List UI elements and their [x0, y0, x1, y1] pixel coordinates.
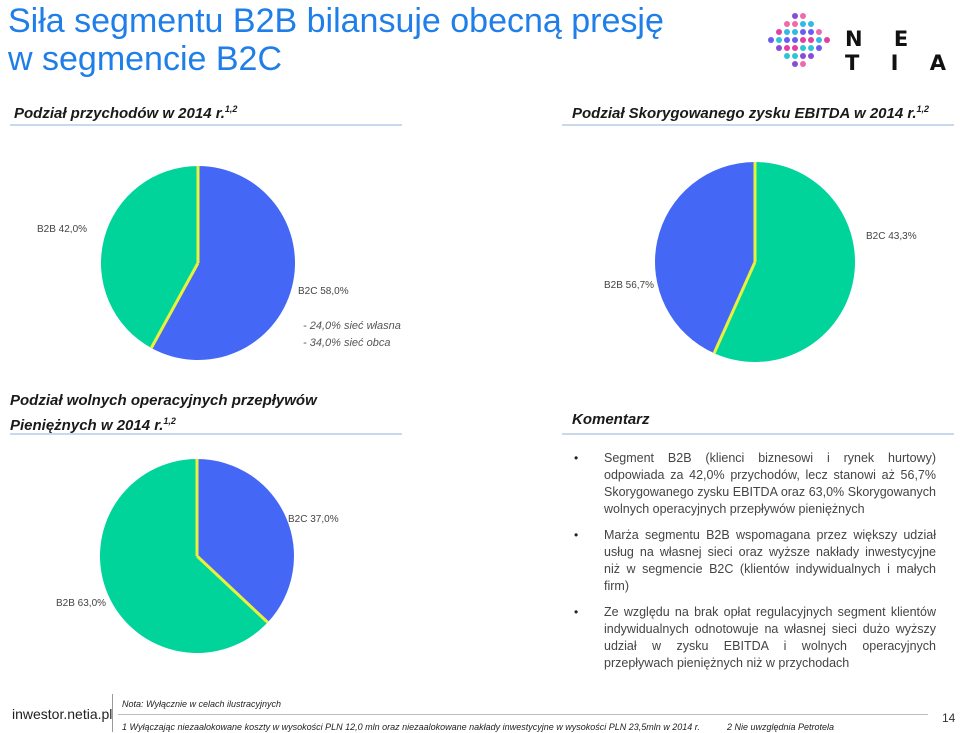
cashflow-title-line2: Pieniężnych w 2014 r.	[10, 417, 164, 434]
cashflow-title-rule	[10, 433, 402, 435]
comment-item: • Marża segmentu B2B wspomagana przez wię…	[574, 527, 936, 595]
logo-dot	[792, 53, 798, 59]
ebitda-pie-chart	[655, 162, 855, 362]
pie-slice-b2b	[100, 166, 198, 349]
logo-dot	[784, 29, 790, 35]
revenue-b2c-breakdown: - 24,0% sieć własna - 34,0% sieć obca	[303, 318, 401, 352]
bullet-icon: •	[574, 451, 579, 465]
comment-text: Segment B2B (klienci biznesowi i rynek h…	[604, 451, 936, 516]
ebitda-title-text: Podział Skorygowanego zysku EBITDA w 201…	[572, 105, 917, 122]
logo-dot	[792, 29, 798, 35]
comment-section-title: Komentarz	[572, 411, 650, 428]
logo-dot	[808, 45, 814, 51]
logo-dot	[784, 37, 790, 43]
pie-slice-b2c	[655, 162, 755, 354]
comment-text: Ze względu na brak opłat regulacyjnych s…	[604, 605, 936, 670]
pie-slice-separator	[712, 261, 757, 354]
comment-text: Marża segmentu B2B wspomagana przez więk…	[604, 528, 936, 593]
page-title-line1: Siła segmentu B2B bilansuje obecną presj…	[8, 2, 664, 40]
revenue-title-rule	[10, 124, 402, 126]
ebitda-b2c-label: B2C 43,3%	[866, 231, 917, 242]
logo-dot	[800, 45, 806, 51]
logo-dot	[816, 37, 822, 43]
pie-slice-separator	[195, 554, 269, 624]
logo-dot	[776, 37, 782, 43]
logo-dot	[792, 21, 798, 27]
page-title-line2: w segmencie B2C	[8, 40, 283, 78]
comment-item: • Ze względu na brak opłat regulacyjnych …	[574, 604, 936, 672]
page-title: Siła segmentu B2B bilansuje obecną presj…	[8, 2, 708, 78]
cashflow-section-title: Podział wolnych operacyjnych przepływów …	[10, 391, 317, 436]
cashflow-title-line1: Podział wolnych operacyjnych przepływów	[10, 392, 317, 409]
logo-dot	[792, 61, 798, 67]
cashflow-title-sup: 1,2	[163, 416, 176, 426]
breakdown-own-network: - 24,0% sieć własna	[303, 320, 401, 332]
pie-slice-separator	[149, 262, 200, 349]
logo-dot	[808, 21, 814, 27]
footnote-2: 2 Nie uwzględnia Petrotela	[727, 722, 835, 732]
logo-dot	[776, 45, 782, 51]
revenue-b2b-label: B2B 42,0%	[37, 224, 88, 235]
pie-slice-b2c	[151, 166, 295, 360]
breakdown-external-network: - 34,0% sieć obca	[303, 337, 391, 349]
revenue-b2c-label: B2C 58,0%	[298, 286, 349, 297]
logo-dot	[800, 13, 806, 19]
revenue-title-sup: 1,2	[224, 104, 238, 114]
logo-dot	[808, 37, 814, 43]
logo-dot	[800, 61, 806, 67]
revenue-pie-chart	[100, 166, 295, 360]
cashflow-b2b-label: B2B 63,0%	[56, 598, 107, 609]
logo-dot	[800, 29, 806, 35]
logo-dot	[768, 37, 774, 43]
pie-slice-b2b	[99, 459, 268, 653]
ebitda-b2b-label: B2B 56,7%	[604, 280, 655, 291]
logo-dot	[800, 53, 806, 59]
comment-title-rule	[562, 433, 954, 435]
logo-dot	[816, 45, 822, 51]
bullet-icon: •	[574, 605, 579, 619]
logo-dot	[792, 13, 798, 19]
logo-dot	[800, 37, 806, 43]
ebitda-title-sup: 1,2	[916, 104, 930, 114]
comment-list: • Segment B2B (klienci biznesowi i rynek …	[574, 450, 936, 681]
logo-dot	[824, 37, 830, 43]
logo-dot	[784, 53, 790, 59]
logo-dot	[792, 45, 798, 51]
cashflow-b2c-label: B2C 37,0%	[288, 514, 339, 525]
revenue-title-text: Podział przychodów w 2014 r.	[14, 105, 225, 122]
logo-dot	[808, 53, 814, 59]
footer-divider	[112, 694, 113, 732]
revenue-section-title: Podział przychodów w 2014 r.1,2	[14, 104, 237, 122]
pie-slice-b2c	[197, 459, 294, 623]
logo-dot	[784, 45, 790, 51]
bullet-icon: •	[574, 528, 579, 542]
logo-dot	[784, 21, 790, 27]
footnote-1: 1 Wyłączając niezaalokowane koszty w wys…	[122, 722, 700, 732]
netia-logo	[768, 13, 830, 67]
comment-item: • Segment B2B (klienci biznesowi i rynek …	[574, 450, 936, 518]
logo-dot	[776, 29, 782, 35]
logo-dot	[808, 29, 814, 35]
ebitda-title-rule	[562, 124, 954, 126]
logo-dot	[792, 37, 798, 43]
pie-slice-b2b	[714, 162, 855, 362]
footer-rule	[118, 714, 928, 715]
footer-note: Nota: Wyłącznie w celach ilustracyjnych	[122, 699, 282, 709]
logo-dot-grid	[768, 13, 830, 67]
footer-site-link[interactable]: inwestor.netia.pl	[12, 706, 113, 722]
page-number: 14	[942, 711, 956, 725]
logo-wordmark: N E T I A	[845, 27, 959, 75]
logo-dot	[800, 21, 806, 27]
logo-dot	[816, 29, 822, 35]
ebitda-section-title: Podział Skorygowanego zysku EBITDA w 201…	[572, 104, 929, 122]
cashflow-pie-chart	[99, 459, 294, 653]
